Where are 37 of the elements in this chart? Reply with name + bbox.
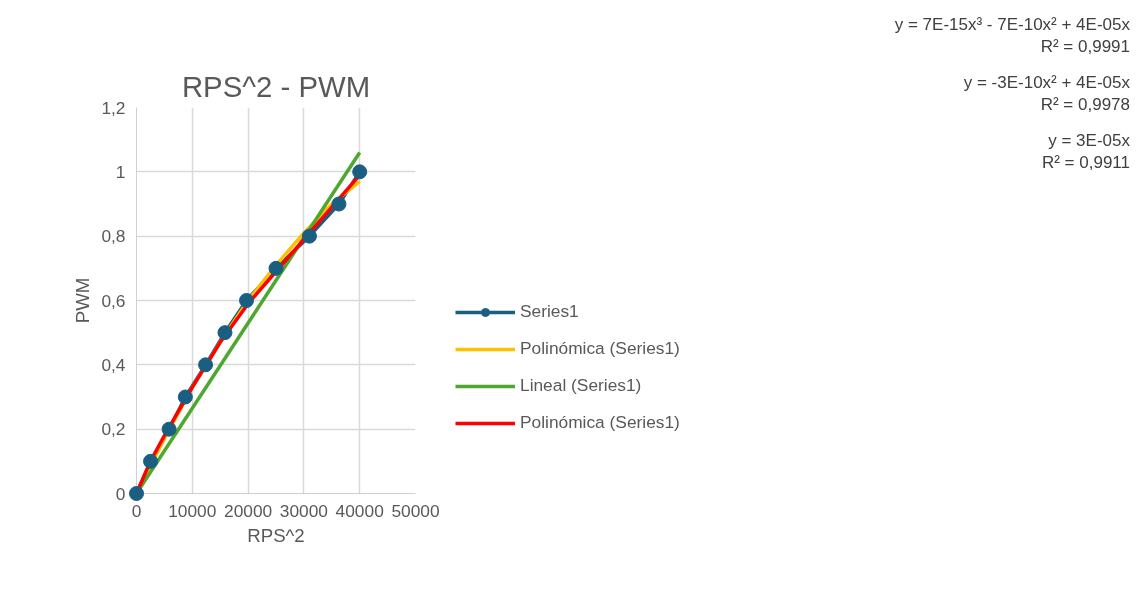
point [301,228,317,244]
point [331,196,347,212]
point [352,164,368,180]
text: y = 7E-15x³ - 7E-10x² + 4E-05x [894,14,1130,36]
y-tick-label: 0,6 [101,290,126,311]
y-tick-label: 1,2 [101,97,126,118]
x-tick-label: 0 [131,500,142,521]
y-tick-label: 0 [115,483,126,504]
point [143,453,159,469]
point [161,421,177,437]
y-axis-title: PWM [72,277,94,324]
text: R² = 0,9991 [1039,36,1130,58]
x-tick-label: 10000 [168,500,217,521]
x-tick-label: 40000 [335,500,384,521]
legend-label: Series1 [520,301,579,322]
point [177,389,193,405]
point [239,293,255,308]
x-tick-label: 20000 [224,500,273,521]
y-tick-label: 0,2 [101,419,126,440]
text: R² = 0,9911 [1040,152,1130,174]
y-tick-label: 0,4 [101,354,126,375]
legend-label: Polinómica (Series1) [520,412,680,433]
text: y = -3E-10x² + 4E-05x [962,72,1130,94]
legend-label: Lineal (Series1) [520,375,642,396]
text: R² = 0,9978 [1039,94,1130,116]
x-tick-label: 30000 [279,500,328,521]
x-tick-label: 50000 [391,500,440,521]
x-axis-title: RPS^2 [247,524,305,546]
y-tick-label: 1 [115,161,126,182]
y-tick-label: 0,8 [101,226,126,247]
chart-title: RPS^2 - PWM [181,69,371,103]
point [217,325,233,341]
point [198,357,214,373]
point [129,486,144,501]
legend-label: Polinómica (Series1) [520,338,680,359]
point [268,260,284,276]
text: y = 3E-05x [1047,130,1130,152]
